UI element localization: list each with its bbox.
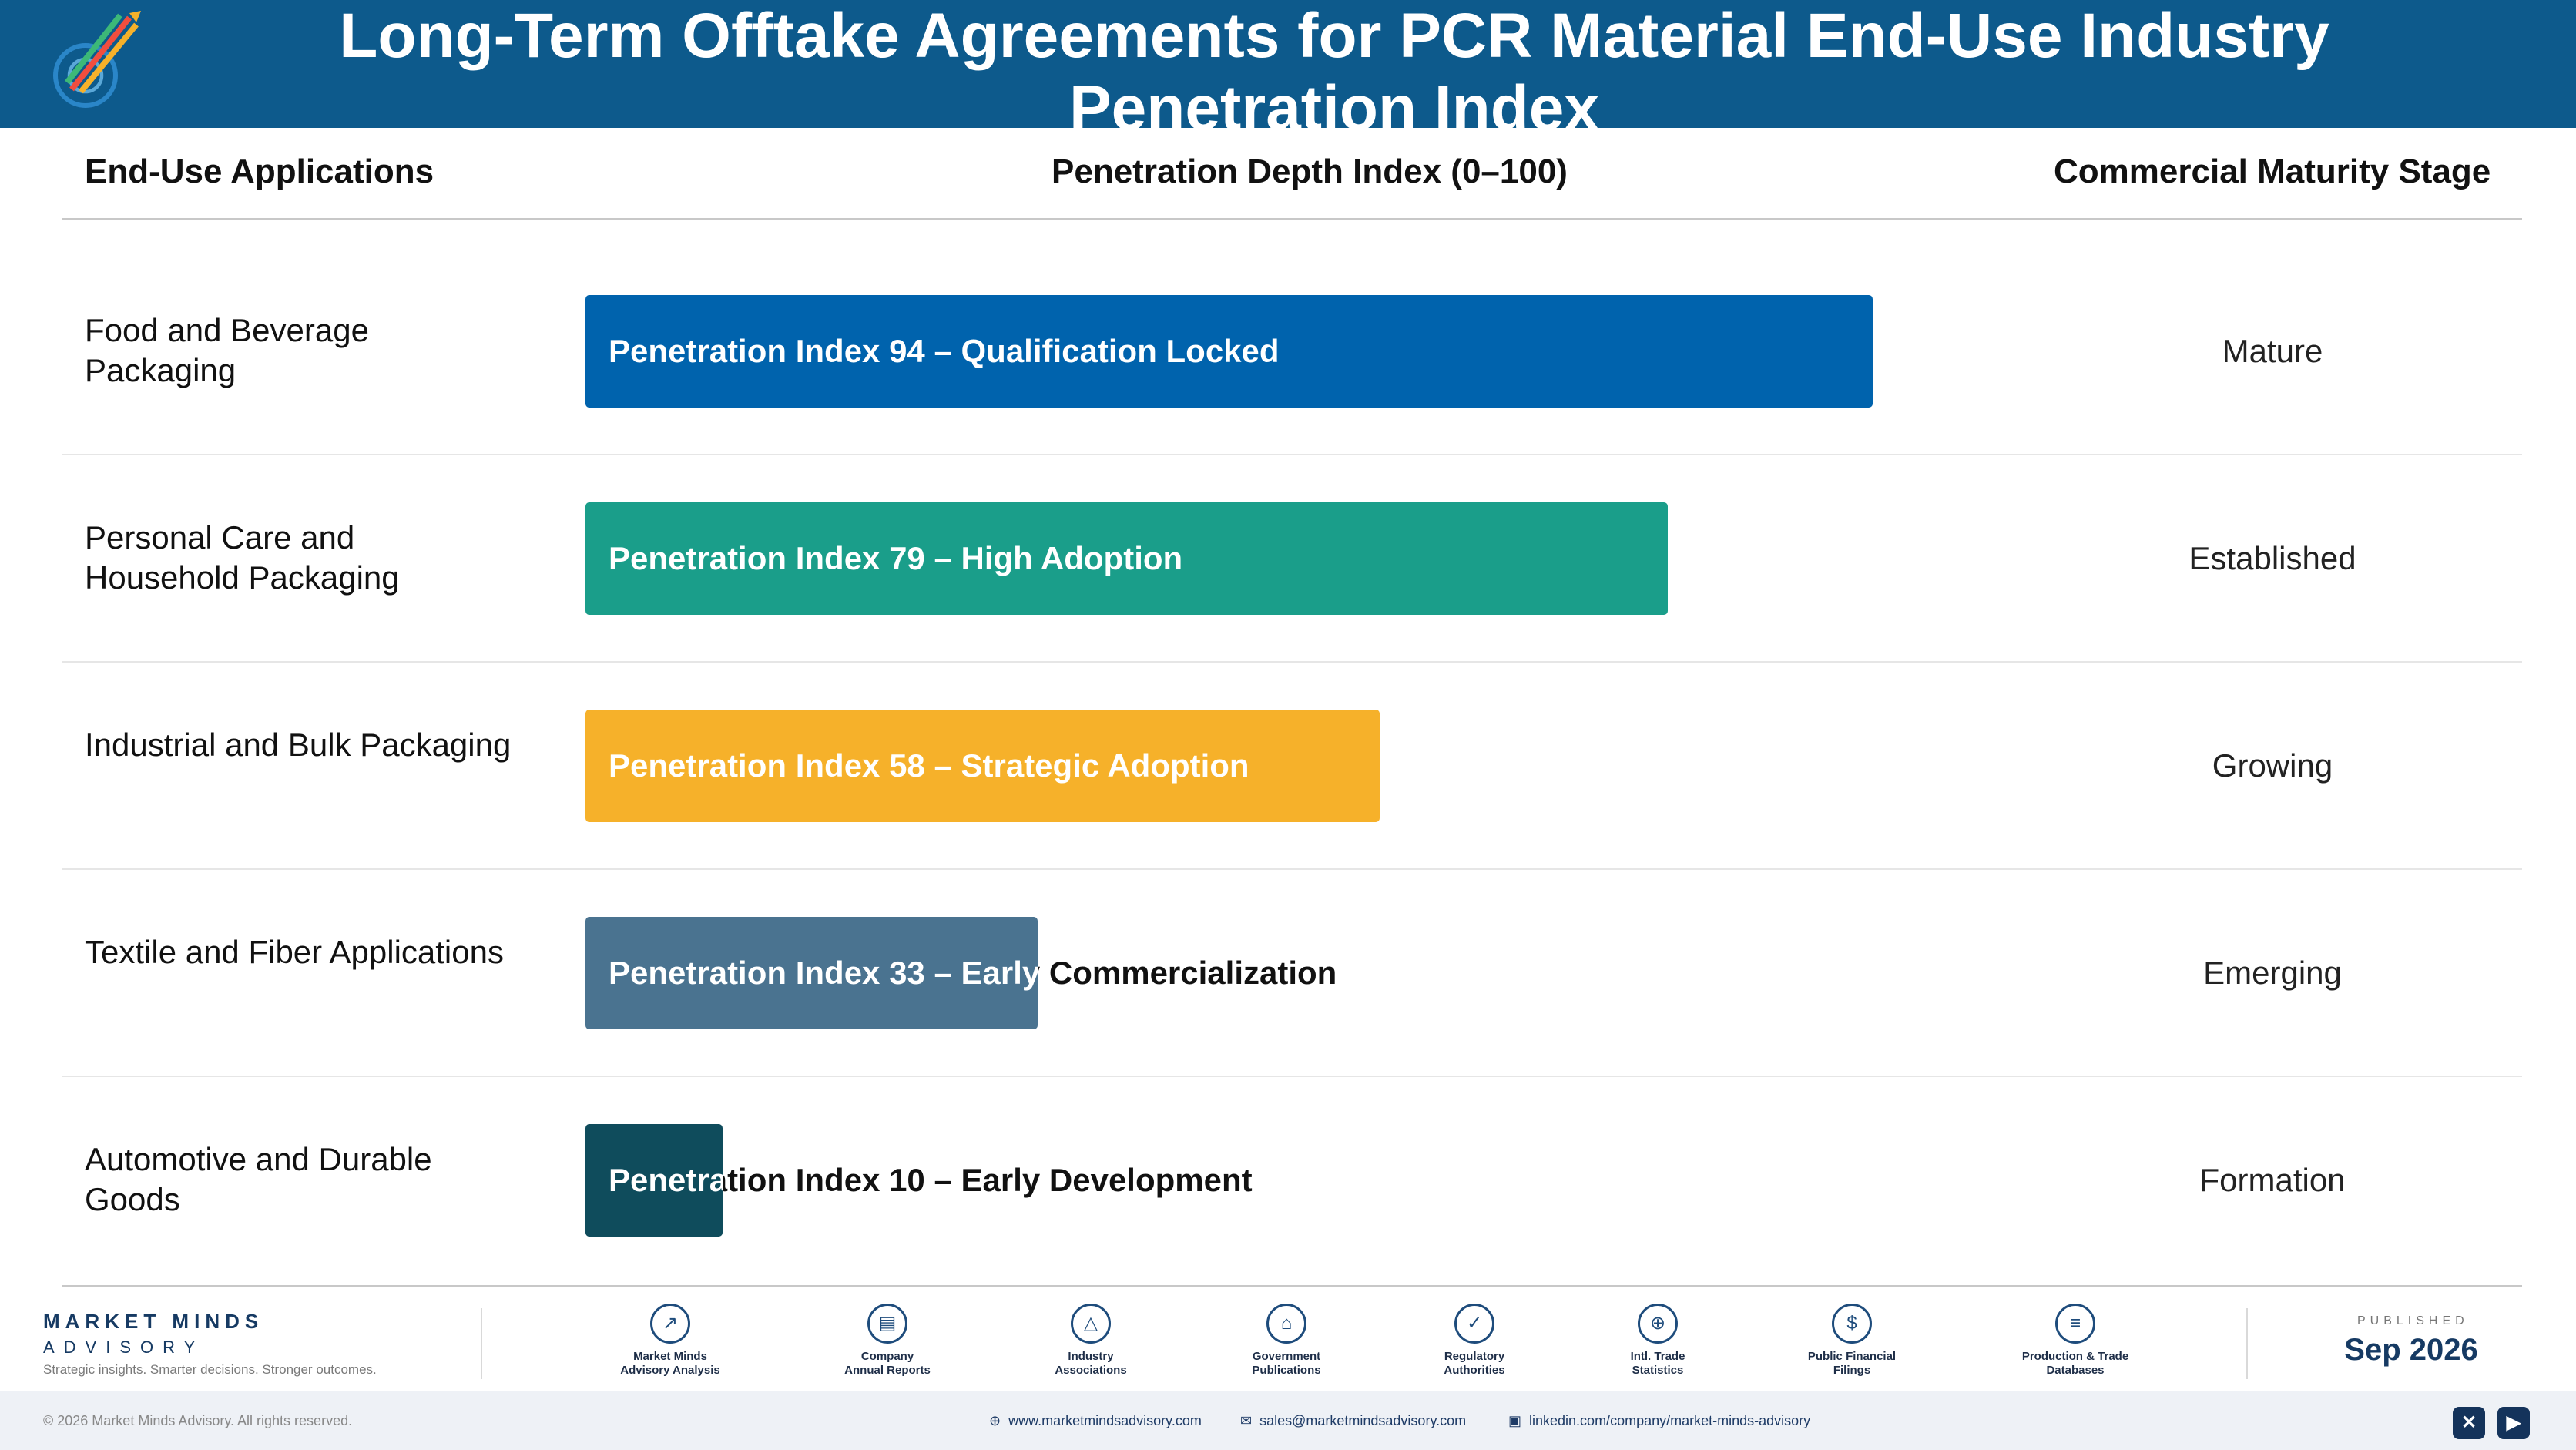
source-label: Intl. Trade Statistics <box>1630 1350 1685 1377</box>
government-building-icon: ⌂ <box>1266 1304 1306 1344</box>
source-label: Regulatory Authorities <box>1444 1350 1505 1377</box>
brand-tagline: Strategic insights. Smarter decisions. S… <box>43 1362 377 1377</box>
row-divider <box>62 661 2522 663</box>
source-label: Industry Associations <box>1055 1350 1127 1377</box>
source-item: ≡ Production & Trade Databases <box>1998 1304 2152 1378</box>
header-banner: Long-Term Offtake Agreements for PCR Mat… <box>0 0 2576 128</box>
copyright-text: © 2026 Market Minds Advisory. All rights… <box>43 1413 353 1428</box>
database-icon: ≡ <box>2055 1304 2095 1344</box>
column-header-stage: Commercial Maturity Stage <box>2054 153 2491 190</box>
published-date: Sep 2026 <box>2344 1333 2478 1367</box>
email-link[interactable]: ✉ sales@marketmindsadvisory.com <box>1240 1413 1466 1429</box>
source-item: ↗ Market Minds Advisory Analysis <box>593 1304 747 1378</box>
category-label: Textile and Fiber Applications <box>85 934 504 970</box>
linkedin-text: linkedin.com/company/market-minds-adviso… <box>1529 1413 1811 1428</box>
brand-name: MARKET MINDS <box>43 1310 264 1333</box>
youtube-icon[interactable]: ▶ <box>2497 1407 2530 1439</box>
bar-data-label: Penetration Index 79 – High Adoption <box>609 502 1182 615</box>
chart-bottom-divider <box>62 1285 2522 1287</box>
column-header-applications: End-Use Applications <box>85 153 434 190</box>
source-item: ✓ Regulatory Authorities <box>1397 1304 1551 1378</box>
row-divider <box>62 868 2522 870</box>
source-item: ⌂ Government Publications <box>1209 1304 1363 1378</box>
source-label: Market Minds Advisory Analysis <box>620 1350 720 1377</box>
linkedin-icon: ▣ <box>1508 1413 1522 1428</box>
category-label: Food and Beverage Packaging <box>85 312 369 388</box>
source-item: ⊕ Intl. Trade Statistics <box>1581 1304 1735 1378</box>
source-item: ▤ Company Annual Reports <box>810 1304 964 1378</box>
category-label: Personal Care and Household Packaging <box>85 519 400 596</box>
category-label: Industrial and Bulk Packaging <box>85 727 512 763</box>
source-item: △ Industry Associations <box>1014 1304 1168 1378</box>
website-text: www.marketmindsadvisory.com <box>1008 1413 1202 1428</box>
linkedin-link[interactable]: ▣ linkedin.com/company/market-minds-advis… <box>1508 1413 1810 1429</box>
bar-data-label: Penetration Index 10 – Early Development <box>609 1124 1253 1237</box>
bar <box>585 917 1038 1029</box>
header-divider <box>62 218 2522 220</box>
source-label: Production & Trade Databases <box>2021 1350 2129 1377</box>
bar <box>585 1124 723 1237</box>
source-label: Government Publications <box>1252 1350 1321 1377</box>
shield-check-icon: ✓ <box>1454 1304 1494 1344</box>
row-divider <box>62 454 2522 455</box>
bar-data-label: Penetration Index 94 – Qualification Loc… <box>609 295 1280 408</box>
mail-icon: ✉ <box>1240 1413 1253 1428</box>
globe-icon: ⊕ <box>1638 1304 1678 1344</box>
bar <box>585 502 1668 615</box>
x-icon[interactable]: ✕ <box>2453 1407 2485 1439</box>
bar <box>585 710 1380 822</box>
footer: MARKET MINDS ADVISORY Strategic insights… <box>0 1293 2576 1450</box>
footer-bar: © 2026 Market Minds Advisory. All rights… <box>0 1391 2576 1450</box>
email-text: sales@marketmindsadvisory.com <box>1259 1413 1467 1428</box>
column-header-index: Penetration Depth Index (0–100) <box>1052 153 1568 190</box>
footer-divider <box>481 1308 482 1379</box>
source-label: Public Financial Filings <box>1807 1350 1897 1377</box>
bar-data-label: Penetration Index 33 – Early Commerciali… <box>609 917 1337 1029</box>
network-icon: △ <box>1071 1304 1111 1344</box>
trend-chart-icon: ↗ <box>650 1304 690 1344</box>
source-label: Company Annual Reports <box>844 1350 931 1377</box>
page-title: Long-Term Offtake Agreements for PCR Mat… <box>339 1 2329 128</box>
maturity-stage: Growing <box>2212 747 2333 784</box>
document-icon: ▤ <box>867 1304 907 1344</box>
website-link[interactable]: ⊕ www.marketmindsadvisory.com <box>989 1413 1202 1429</box>
bar <box>585 295 1873 408</box>
row-divider <box>62 1076 2522 1077</box>
globe-icon: ⊕ <box>989 1413 1001 1428</box>
arrows-target-logo-icon <box>53 11 141 108</box>
bar-data-label: Penetration Index 58 – Strategic Adoptio… <box>609 710 1249 822</box>
brand-subname: ADVISORY <box>43 1338 205 1357</box>
category-label: Automotive and Durable Goods <box>85 1141 432 1217</box>
source-item: $ Public Financial Filings <box>1775 1304 1929 1378</box>
maturity-stage: Formation <box>2199 1162 2346 1198</box>
dollar-coin-icon: $ <box>1832 1304 1872 1344</box>
published-label: PUBLISHED <box>2357 1314 2469 1327</box>
maturity-stage: Established <box>2189 540 2356 576</box>
maturity-stage: Emerging <box>2203 955 2342 991</box>
maturity-stage: Mature <box>2222 333 2323 369</box>
footer-divider <box>2246 1308 2248 1379</box>
